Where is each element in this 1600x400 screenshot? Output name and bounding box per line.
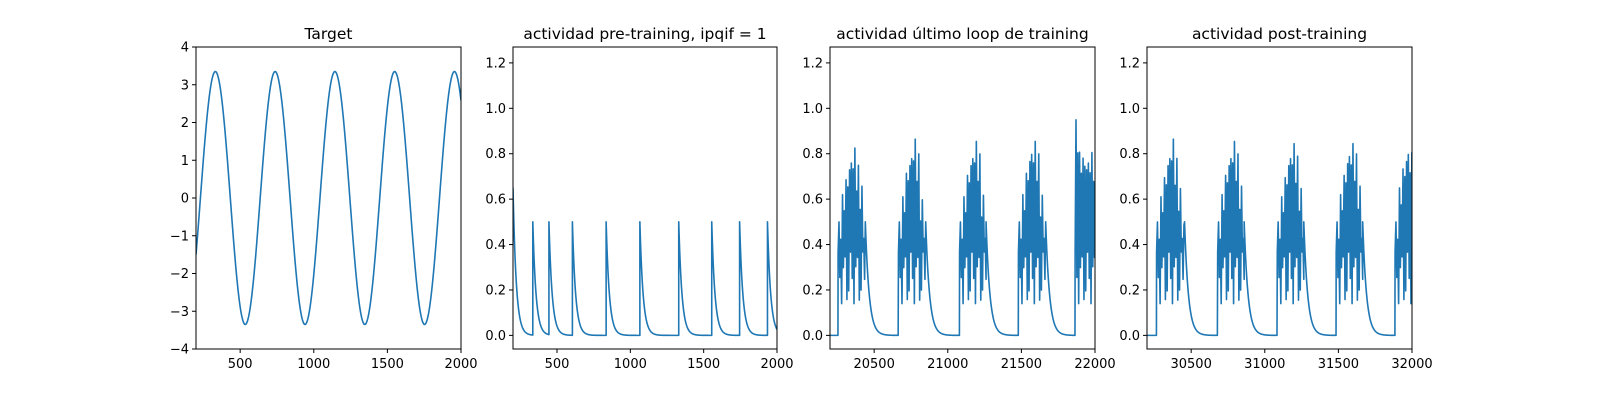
y-tick-label: 1.0 <box>485 102 506 117</box>
subplot-2: 500 1000 1500 2000 0.0 0.2 0.4 0.6 0.8 1.0 1.2 acti… <box>485 25 793 372</box>
y-tick-label: 1.2 <box>1119 56 1140 71</box>
subplot-4: 30500 31000 31500 32000 0.0 0.2 0.4 0.6 0.8 1.0 1.… <box>1119 25 1432 372</box>
x-tick-label: 20500 <box>853 357 894 372</box>
x-tick-label: 21000 <box>927 357 968 372</box>
axes-frame <box>512 46 778 350</box>
subplot-title: actividad último loop de training <box>836 25 1088 43</box>
x-tick-label: 31500 <box>1318 357 1359 372</box>
y-tick-label: 0.6 <box>1119 193 1140 208</box>
axes-frame <box>1146 46 1413 350</box>
axes-frame <box>829 46 1096 350</box>
subplot-1: 500 1000 1500 2000 −4 −3 −2 −1 0 1 2 3 4 Target <box>170 25 478 372</box>
subplot-title: actividad post-training <box>1192 25 1367 43</box>
y-tick-label: −2 <box>170 267 189 282</box>
subplot-title: Target <box>304 25 353 43</box>
y-tick-label: 0.2 <box>802 283 823 298</box>
x-tick-label: 500 <box>228 357 253 372</box>
x-tick-label: 1000 <box>297 357 330 372</box>
x-tick-label: 2000 <box>444 357 477 372</box>
y-tick-label: 3 <box>181 78 189 93</box>
y-tick-label: 0 <box>181 192 189 207</box>
x-tick-label: 21500 <box>1001 357 1042 372</box>
y-tick-label: −1 <box>170 229 189 244</box>
y-tick-label: 2 <box>181 116 189 131</box>
y-tick-label: 0.8 <box>802 147 823 162</box>
y-tick-label: −3 <box>170 305 189 320</box>
y-tick-label: 0.4 <box>1119 238 1140 253</box>
y-tick-label: 1.2 <box>485 56 506 71</box>
x-tick-label: 32000 <box>1391 357 1432 372</box>
y-tick-label: 0.8 <box>1119 147 1140 162</box>
series-line-1 <box>513 187 777 337</box>
x-tick-label: 30500 <box>1170 357 1211 372</box>
series-line-1 <box>1147 138 1412 337</box>
y-tick-label: 4 <box>181 41 189 56</box>
y-tick-label: 1.0 <box>1119 102 1140 117</box>
y-tick-label: 0.2 <box>1119 283 1140 298</box>
y-tick-label: 0.6 <box>485 193 506 208</box>
y-tick-label: 0.4 <box>802 238 823 253</box>
y-tick-label: 1.2 <box>802 56 823 71</box>
x-tick-label: 22000 <box>1074 357 1115 372</box>
y-tick-label: 0.0 <box>485 329 506 344</box>
y-tick-label: 1 <box>181 154 189 169</box>
series-line-1 <box>830 119 1095 337</box>
subplot-3: 20500 21000 21500 22000 0.0 0.2 0.4 0.6 0.8 1.0 1.… <box>802 25 1115 372</box>
x-tick-label: 2000 <box>760 357 793 372</box>
subplot-title: actividad pre-training, ipqif = 1 <box>523 25 766 43</box>
y-tick-label: 0.0 <box>1119 329 1140 344</box>
subplots: 500 1000 1500 2000 −4 −3 −2 −1 0 1 2 3 4 Target 500 100… <box>170 25 1433 372</box>
y-tick-label: 0.8 <box>485 147 506 162</box>
x-tick-label: 1500 <box>371 357 404 372</box>
y-tick-label: 0.6 <box>802 193 823 208</box>
y-tick-label: 1.0 <box>802 102 823 117</box>
series-line-1 <box>196 70 461 326</box>
x-tick-label: 1500 <box>687 357 720 372</box>
y-tick-label: 0.0 <box>802 329 823 344</box>
y-tick-label: −4 <box>170 343 189 358</box>
y-tick-label: 0.4 <box>485 238 506 253</box>
x-tick-label: 31000 <box>1244 357 1285 372</box>
x-tick-label: 1000 <box>614 357 647 372</box>
x-tick-label: 500 <box>545 357 570 372</box>
y-tick-label: 0.2 <box>485 283 506 298</box>
